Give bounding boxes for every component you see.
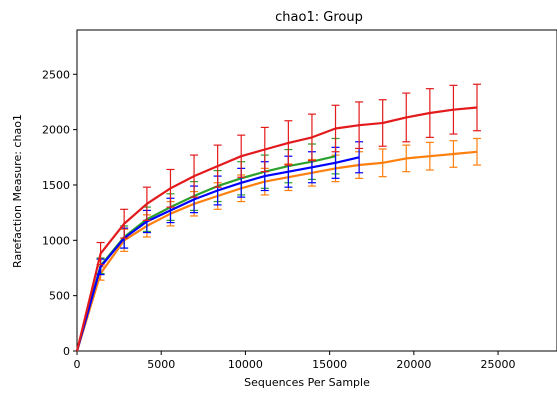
y-tick-label: 1500 [42,179,70,192]
x-tick-label: 5000 [147,358,175,371]
series-layer [75,83,481,352]
x-tick-label: 25000 [481,358,516,371]
x-axis: 0 5000 10000 15000 20000 25000 [74,351,516,371]
y-tick-label: 500 [49,290,70,303]
x-tick-label: 20000 [396,358,431,371]
y-tick-label: 1000 [42,234,70,247]
series-line [75,150,478,352]
y-tick-label: 2000 [42,124,70,137]
y-axis: 0 500 1000 1500 2000 2500 [42,68,77,358]
series-0 [75,137,481,352]
series-line [75,106,478,352]
y-tick-label: 2500 [42,68,70,81]
x-tick-label: 15000 [312,358,347,371]
chart-title: chao1: Group [275,10,363,25]
y-tick-label: 0 [63,345,70,358]
plot-frame [76,29,557,352]
x-axis-title: Sequences Per Sample [244,376,370,389]
series-3 [75,83,481,352]
x-tick-label: 10000 [228,358,263,371]
y-axis-title: Rarefaction Measure: chao1 [11,114,24,268]
x-tick-label: 0 [74,358,81,371]
